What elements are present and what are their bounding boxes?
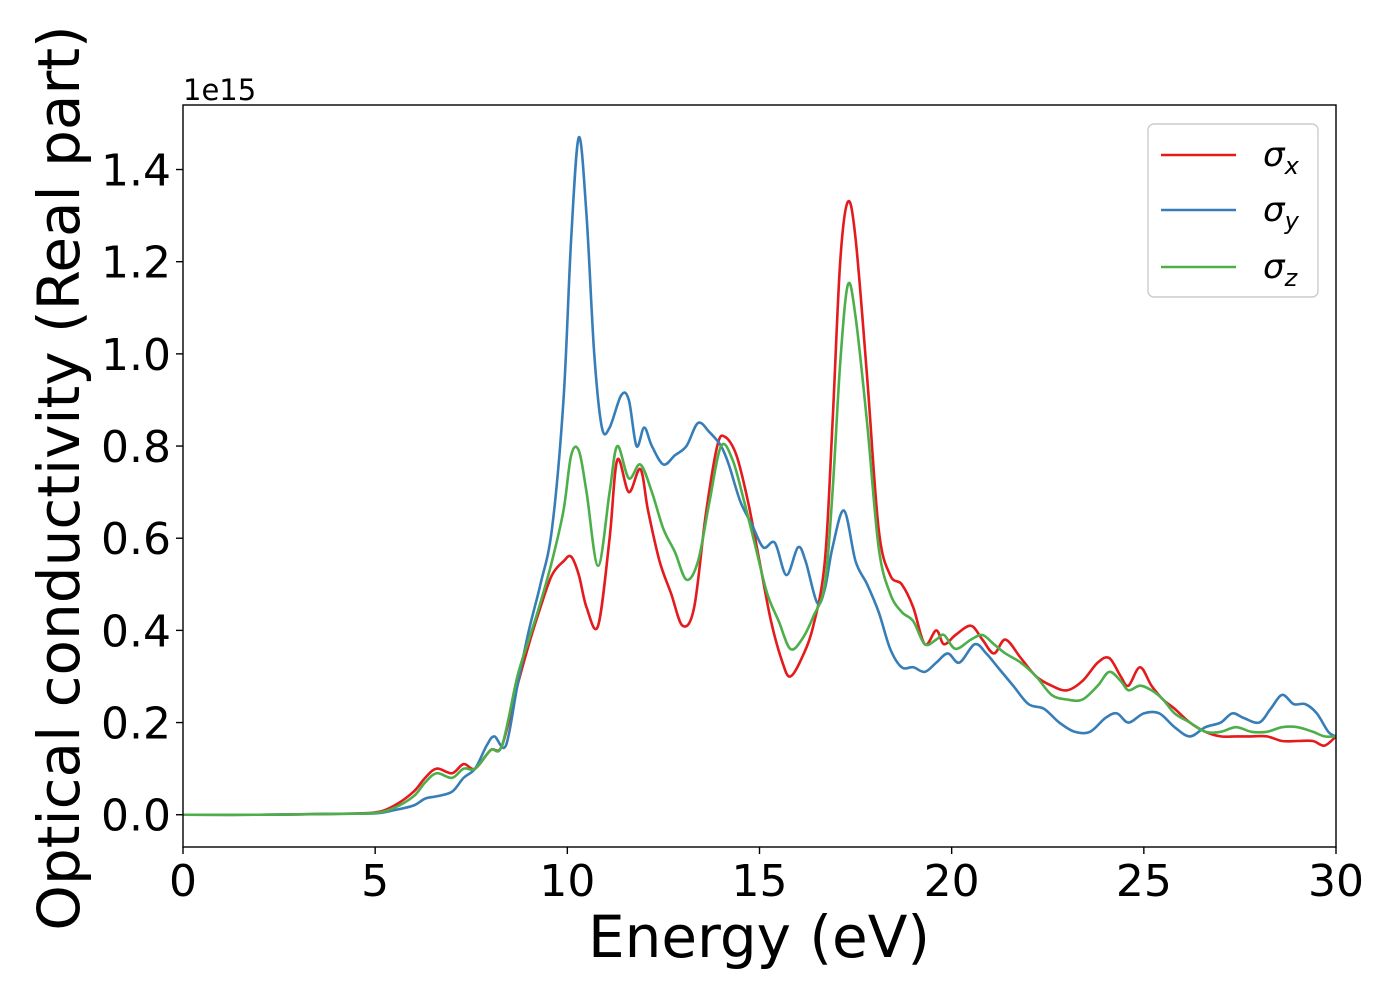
y-tick-label: 1.4 <box>101 146 171 197</box>
y-tick-label: 1.0 <box>101 330 171 381</box>
x-tick-label: 15 <box>732 856 788 907</box>
y-axis-ticks: 0.0 0.2 0.4 0.6 0.8 1.0 1.2 1.4 <box>101 146 183 842</box>
series-lines <box>183 135 1336 817</box>
legend-label-sigma-z: σz <box>1263 247 1299 292</box>
y-tick-label: 0.4 <box>101 606 171 657</box>
y-axis-label: Optical conductivity (Real part) <box>25 25 93 930</box>
legend-label-sigma-y: σy <box>1263 190 1300 235</box>
series-line-sigma-x <box>183 199 1336 817</box>
y-tick-label: 0.0 <box>101 791 171 842</box>
series-line-sigma-z <box>183 281 1336 817</box>
y-tick-label: 0.8 <box>101 422 171 473</box>
y-tick-label: 0.2 <box>101 699 171 750</box>
x-axis-ticks: 0 5 10 15 20 25 30 <box>169 847 1364 907</box>
legend: σx σy σz <box>1147 123 1319 298</box>
x-tick-label: 0 <box>169 856 197 907</box>
y-tick-label: 1.2 <box>101 238 171 289</box>
x-tick-label: 5 <box>361 856 389 907</box>
legend-label-sigma-x: σx <box>1263 135 1300 180</box>
x-tick-label: 25 <box>1116 856 1172 907</box>
x-tick-label: 10 <box>539 856 595 907</box>
x-tick-label: 30 <box>1308 856 1364 907</box>
y-tick-label: 0.6 <box>101 514 171 565</box>
x-axis-label: Energy (eV) <box>588 903 930 971</box>
series-line-sigma-y <box>183 135 1336 817</box>
x-tick-label: 20 <box>924 856 980 907</box>
y-axis-offset-label: 1e15 <box>183 73 256 107</box>
